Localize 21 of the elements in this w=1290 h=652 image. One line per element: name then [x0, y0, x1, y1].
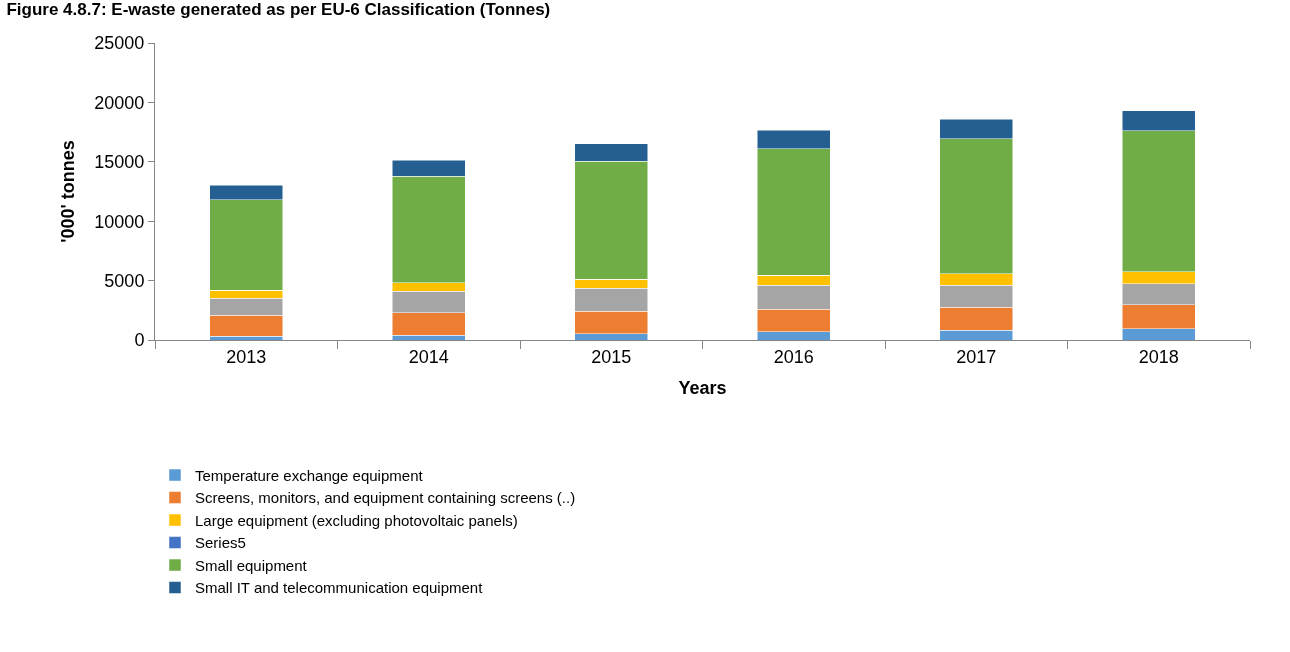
- x-tick-label: 2014: [408, 346, 449, 367]
- y-tick-label: 20000: [94, 92, 145, 113]
- y-tick-label: 0: [134, 330, 145, 351]
- y-tick-label: 10000: [94, 211, 145, 232]
- legend-label: Large equipment (excluding photovoltaic panels): [195, 511, 518, 529]
- y-tick-label: 25000: [94, 33, 145, 54]
- legend-label: Small IT and telecommunication equipment: [195, 579, 484, 597]
- x-axis-title: Years: [678, 377, 727, 398]
- legend-label: Screens, monitors, and equipment containing screens (..): [195, 489, 576, 507]
- legend-label: Series5: [195, 534, 246, 552]
- chart-title: Figure 4.8.7: E-waste generated as per EU-6 Classification (Tonnes): [6, 0, 551, 20]
- x-tick-label: 2013: [226, 346, 267, 367]
- x-tick-label: 2018: [1138, 346, 1179, 367]
- x-tick-label: 2017: [956, 346, 997, 367]
- legend-label: Small equipment: [195, 556, 308, 574]
- x-tick-label: 2015: [591, 346, 632, 367]
- y-tick-label: 5000: [104, 270, 145, 291]
- x-tick-label: 2016: [773, 346, 814, 367]
- legend-label: Temperature exchange equipment: [195, 466, 424, 484]
- y-axis-title: '000' tonnes: [57, 140, 78, 243]
- y-tick-label: 15000: [94, 152, 145, 173]
